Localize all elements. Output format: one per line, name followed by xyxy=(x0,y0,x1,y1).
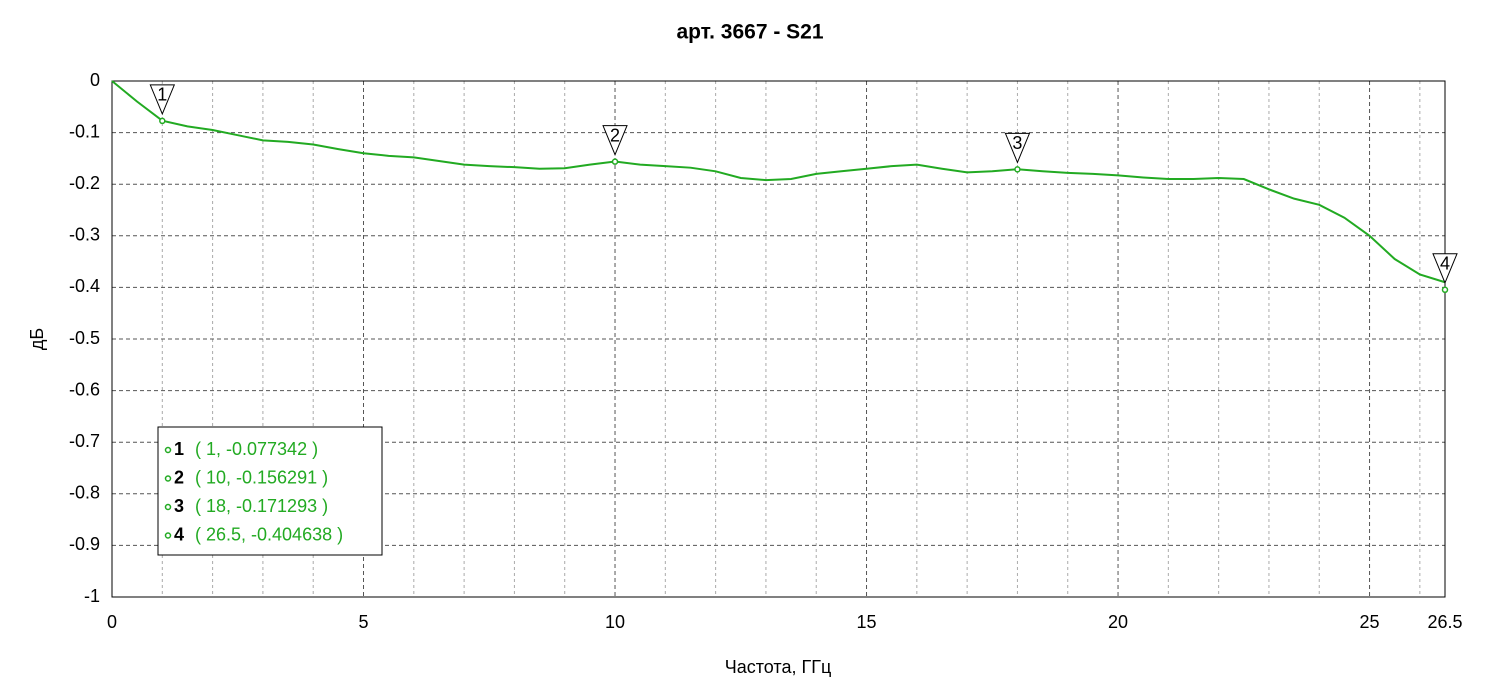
y-tick-label: -0.9 xyxy=(69,534,100,554)
y-tick-label: -0.2 xyxy=(69,173,100,193)
marker-label: 2 xyxy=(610,125,620,145)
legend-symbol xyxy=(164,503,172,511)
x-tick-label: 20 xyxy=(1108,612,1128,632)
legend-number: 4 xyxy=(174,524,184,544)
plot-frame xyxy=(111,80,1446,598)
legend-symbol xyxy=(164,475,172,482)
legend-number: 3 xyxy=(174,496,184,516)
y-axis-label: дБ xyxy=(27,328,47,350)
marker-flag xyxy=(602,125,628,156)
legend-value: ( 18, -0.171293 ) xyxy=(195,496,328,516)
marker-label: 3 xyxy=(1012,133,1022,153)
x-axis-label: Частота, ГГц xyxy=(725,657,832,677)
legend-value: ( 10, -0.156291 ) xyxy=(195,467,328,487)
marker-point xyxy=(1014,166,1021,173)
marker-flag xyxy=(1432,253,1458,285)
x-tick-label: 25 xyxy=(1360,612,1380,632)
legend-symbol xyxy=(164,446,172,454)
marker-flag xyxy=(1004,132,1031,164)
y-tick-label: -0.7 xyxy=(69,431,100,451)
marker-point xyxy=(1441,286,1449,294)
marker-label: 4 xyxy=(1440,254,1450,274)
legend-value: ( 26.5, -0.404638 ) xyxy=(195,524,343,544)
legend-value: ( 1, -0.077342 ) xyxy=(195,439,318,459)
x-tick-label: 15 xyxy=(857,612,877,632)
y-tick-label: -0.5 xyxy=(69,328,100,348)
y-tick-label: 0 xyxy=(90,70,100,90)
legend-number: 2 xyxy=(174,467,184,487)
chart-title: арт. 3667 - S21 xyxy=(676,21,823,44)
y-tick-label: -0.6 xyxy=(69,379,100,399)
data-line xyxy=(111,80,1446,284)
marker-flag xyxy=(149,84,176,116)
y-tick-label: -0.1 xyxy=(69,121,100,141)
marker-point xyxy=(159,117,166,125)
y-tick-label: -0.3 xyxy=(69,225,100,245)
x-tick-label: 5 xyxy=(359,612,369,632)
y-tick-label: -1 xyxy=(84,586,100,606)
marker-point xyxy=(611,158,619,165)
y-tick-label: -0.4 xyxy=(69,276,100,296)
x-tick-label: 10 xyxy=(605,612,625,632)
x-tick-label: 0 xyxy=(107,612,117,632)
legend-number: 1 xyxy=(174,439,184,459)
legend-box xyxy=(157,426,383,556)
x-tick-label: 26.5 xyxy=(1427,612,1462,632)
marker-label: 1 xyxy=(157,85,167,105)
legend-symbol xyxy=(164,532,172,539)
y-tick-label: -0.8 xyxy=(69,483,100,503)
